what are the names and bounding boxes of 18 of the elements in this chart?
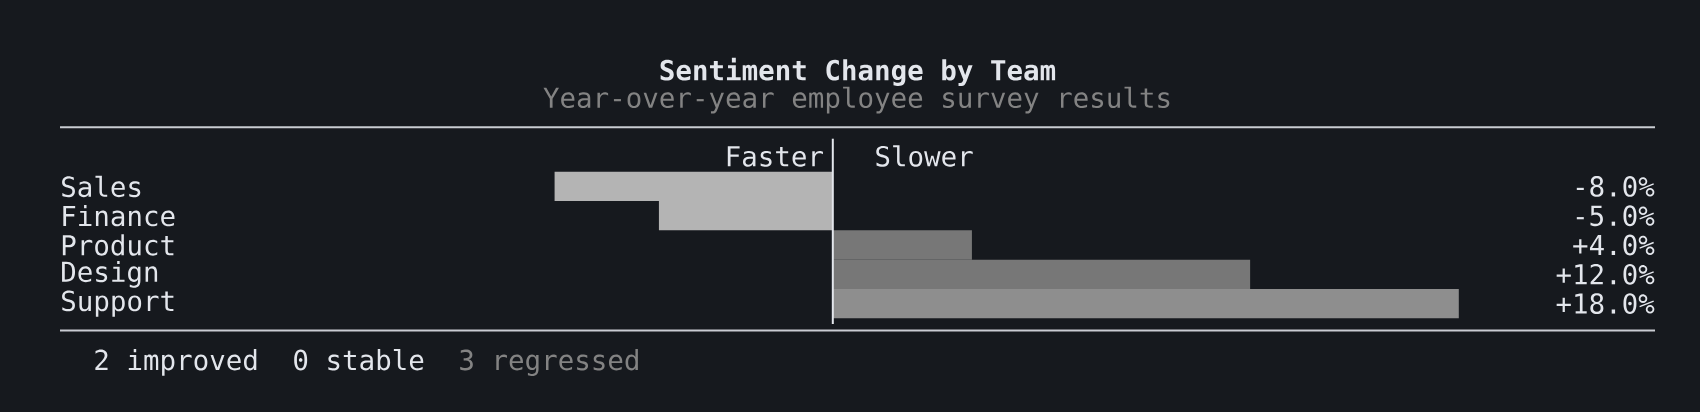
chart-subtitle: Year-over-year employee survey results: [543, 86, 1170, 114]
text: Faster: [727, 146, 823, 167]
chart-title: Sentiment Change by Team: [660, 57, 1056, 86]
text: Slower: [876, 145, 973, 167]
text: 3 regressed: [460, 349, 638, 376]
data-label: +18.0%: [1556, 293, 1655, 314]
data-label: -8.0%: [1576, 176, 1655, 197]
text: 0 stable: [294, 348, 424, 371]
y-tick-label: Support: [62, 290, 174, 317]
y-tick-label: Product: [62, 234, 174, 256]
y-tick-label: Design: [62, 260, 158, 288]
data-label: +12.0%: [1556, 263, 1655, 285]
data-label: +4.0%: [1573, 234, 1655, 256]
data-label: -5.0%: [1576, 205, 1655, 227]
y-tick-label: Sales: [62, 175, 141, 198]
bar: [832, 288, 1459, 319]
text: 2 improved: [95, 349, 257, 376]
y-tick-label: Finance: [63, 205, 175, 227]
